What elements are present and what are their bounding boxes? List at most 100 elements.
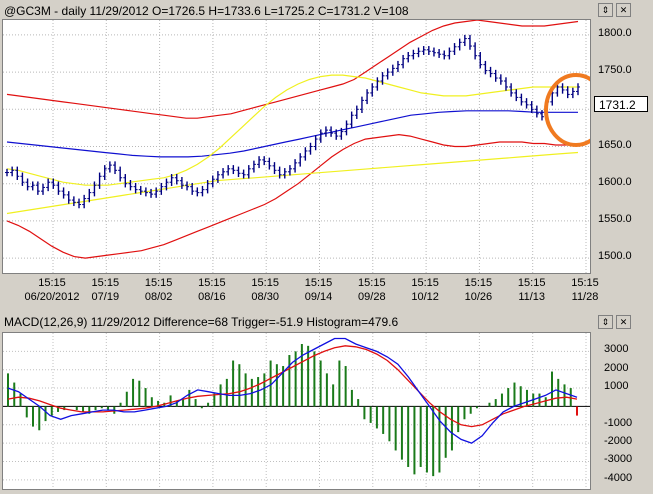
ohlc-bar xyxy=(426,46,431,55)
macd-panel: MACD(12,26,9) 11/29/2012 Difference=68 T… xyxy=(0,311,653,490)
ohlc-bar xyxy=(539,110,544,121)
x-tick-time: 15:15 xyxy=(358,277,386,289)
x-tick-date: 11/13 xyxy=(518,291,546,303)
price-grid xyxy=(3,20,590,273)
ohlc-bar xyxy=(41,183,46,195)
ohlc-bar xyxy=(483,60,488,75)
close-icon[interactable]: ✕ xyxy=(616,3,631,17)
maximize-icon[interactable]: ⇕ xyxy=(598,3,613,17)
macd-y-tick: 2000 xyxy=(604,361,629,374)
ohlc-bar xyxy=(133,182,138,194)
ohlc-bar xyxy=(174,174,179,185)
macd-plot-area[interactable] xyxy=(2,332,591,490)
bollinger-lower-line xyxy=(6,133,578,259)
ohlc-bar xyxy=(565,86,570,99)
ohlc-bar xyxy=(375,77,380,91)
ohlc-bar xyxy=(46,178,51,192)
bollinger-upper-line xyxy=(6,19,579,119)
macd-histogram xyxy=(7,344,578,477)
macd-y-tick: 1000 xyxy=(604,380,629,393)
ohlc-bar xyxy=(509,83,514,97)
ohlc-bar xyxy=(262,156,267,166)
ohlc-bar xyxy=(61,187,66,199)
ohlc-bar xyxy=(149,188,154,198)
x-tick-date: 10/26 xyxy=(464,291,493,303)
ohlc-bar xyxy=(323,126,328,137)
ohlc-bar xyxy=(20,172,25,186)
macd-trigger-line xyxy=(7,345,578,428)
price-chart-title: @GC3M - daily 11/29/2012 O=1726.5 H=1733… xyxy=(4,4,409,18)
ohlc-bar xyxy=(493,69,498,82)
ohlc-bar xyxy=(473,42,478,60)
ohlc-bar xyxy=(282,168,287,179)
ohlc-bar xyxy=(390,64,395,76)
ohlc-bar xyxy=(560,83,565,94)
macd-lines xyxy=(7,337,578,444)
ohlc-bar xyxy=(514,89,519,102)
x-tick-time: 15:15 xyxy=(38,277,66,289)
ohlc-bar xyxy=(534,105,539,118)
maximize-icon[interactable]: ⇕ xyxy=(598,315,613,329)
ohlc-bar xyxy=(5,168,9,177)
x-tick-date: 08/16 xyxy=(198,291,226,303)
ohlc-bar xyxy=(185,181,190,191)
ohlc-bar xyxy=(154,187,159,198)
macd-difference-line xyxy=(7,337,578,444)
ohlc-bar xyxy=(287,165,292,176)
ohlc-bar xyxy=(200,185,205,197)
ohlc-bar xyxy=(257,156,262,169)
x-tick-time: 15:15 xyxy=(91,277,120,289)
ohlc-bar xyxy=(15,166,20,180)
short-moving-average-line xyxy=(6,74,578,186)
price-indicator-lines xyxy=(6,19,579,259)
ohlc-bar xyxy=(488,66,493,78)
x-tick-date: 09/28 xyxy=(358,291,386,303)
ohlc-bar xyxy=(421,46,426,55)
ohlc-bar xyxy=(452,43,457,55)
ohlc-bar xyxy=(10,166,15,177)
price-y-tick: 1750.0 xyxy=(598,64,632,77)
highlight-circle xyxy=(544,73,608,147)
ohlc-bar xyxy=(344,120,349,136)
close-icon[interactable]: ✕ xyxy=(616,315,631,329)
ohlc-bar xyxy=(221,168,226,179)
macd-y-tick: -1000 xyxy=(604,416,633,429)
ohlc-bar xyxy=(231,165,236,175)
price-y-tick: 1550.0 xyxy=(598,212,632,225)
macd-chart-svg xyxy=(3,333,590,489)
ohlc-bar xyxy=(411,49,416,60)
ohlc-bar xyxy=(210,175,215,188)
ohlc-bar xyxy=(66,191,71,204)
ohlc-bar xyxy=(241,169,246,179)
ohlc-bar xyxy=(359,96,364,114)
macd-y-tick: -4000 xyxy=(604,471,633,484)
ohlc-bar xyxy=(555,83,560,97)
price-plot-area[interactable] xyxy=(2,19,608,274)
price-ohlc-bars xyxy=(5,34,580,209)
ohlc-bar xyxy=(128,179,133,191)
ohlc-bar xyxy=(416,47,421,58)
ohlc-bar xyxy=(87,188,92,203)
ohlc-bar xyxy=(164,178,169,191)
ohlc-bar xyxy=(406,51,411,63)
macd-y-tick: -2000 xyxy=(604,435,633,448)
x-tick-date: 06/20/2012 xyxy=(24,291,80,303)
x-tick-time: 15:15 xyxy=(571,277,599,289)
ohlc-bar xyxy=(159,182,164,195)
price-y-tick: 1500.0 xyxy=(598,250,632,263)
ohlc-bar xyxy=(77,198,82,209)
ohlc-bar xyxy=(498,74,503,85)
ohlc-bar xyxy=(442,50,447,60)
x-tick-date: 08/30 xyxy=(251,291,279,303)
ohlc-bar xyxy=(318,129,323,143)
ohlc-bar xyxy=(272,162,277,175)
price-chart-svg xyxy=(3,19,608,273)
ohlc-bar xyxy=(25,178,30,191)
ohlc-bar xyxy=(215,171,220,183)
ohlc-bar xyxy=(401,54,406,69)
x-tick-time: 15:15 xyxy=(198,277,226,289)
x-tick-time: 15:15 xyxy=(144,277,173,289)
ohlc-bar xyxy=(143,187,148,197)
ohlc-bar xyxy=(82,194,87,209)
ohlc-bar xyxy=(380,72,385,85)
